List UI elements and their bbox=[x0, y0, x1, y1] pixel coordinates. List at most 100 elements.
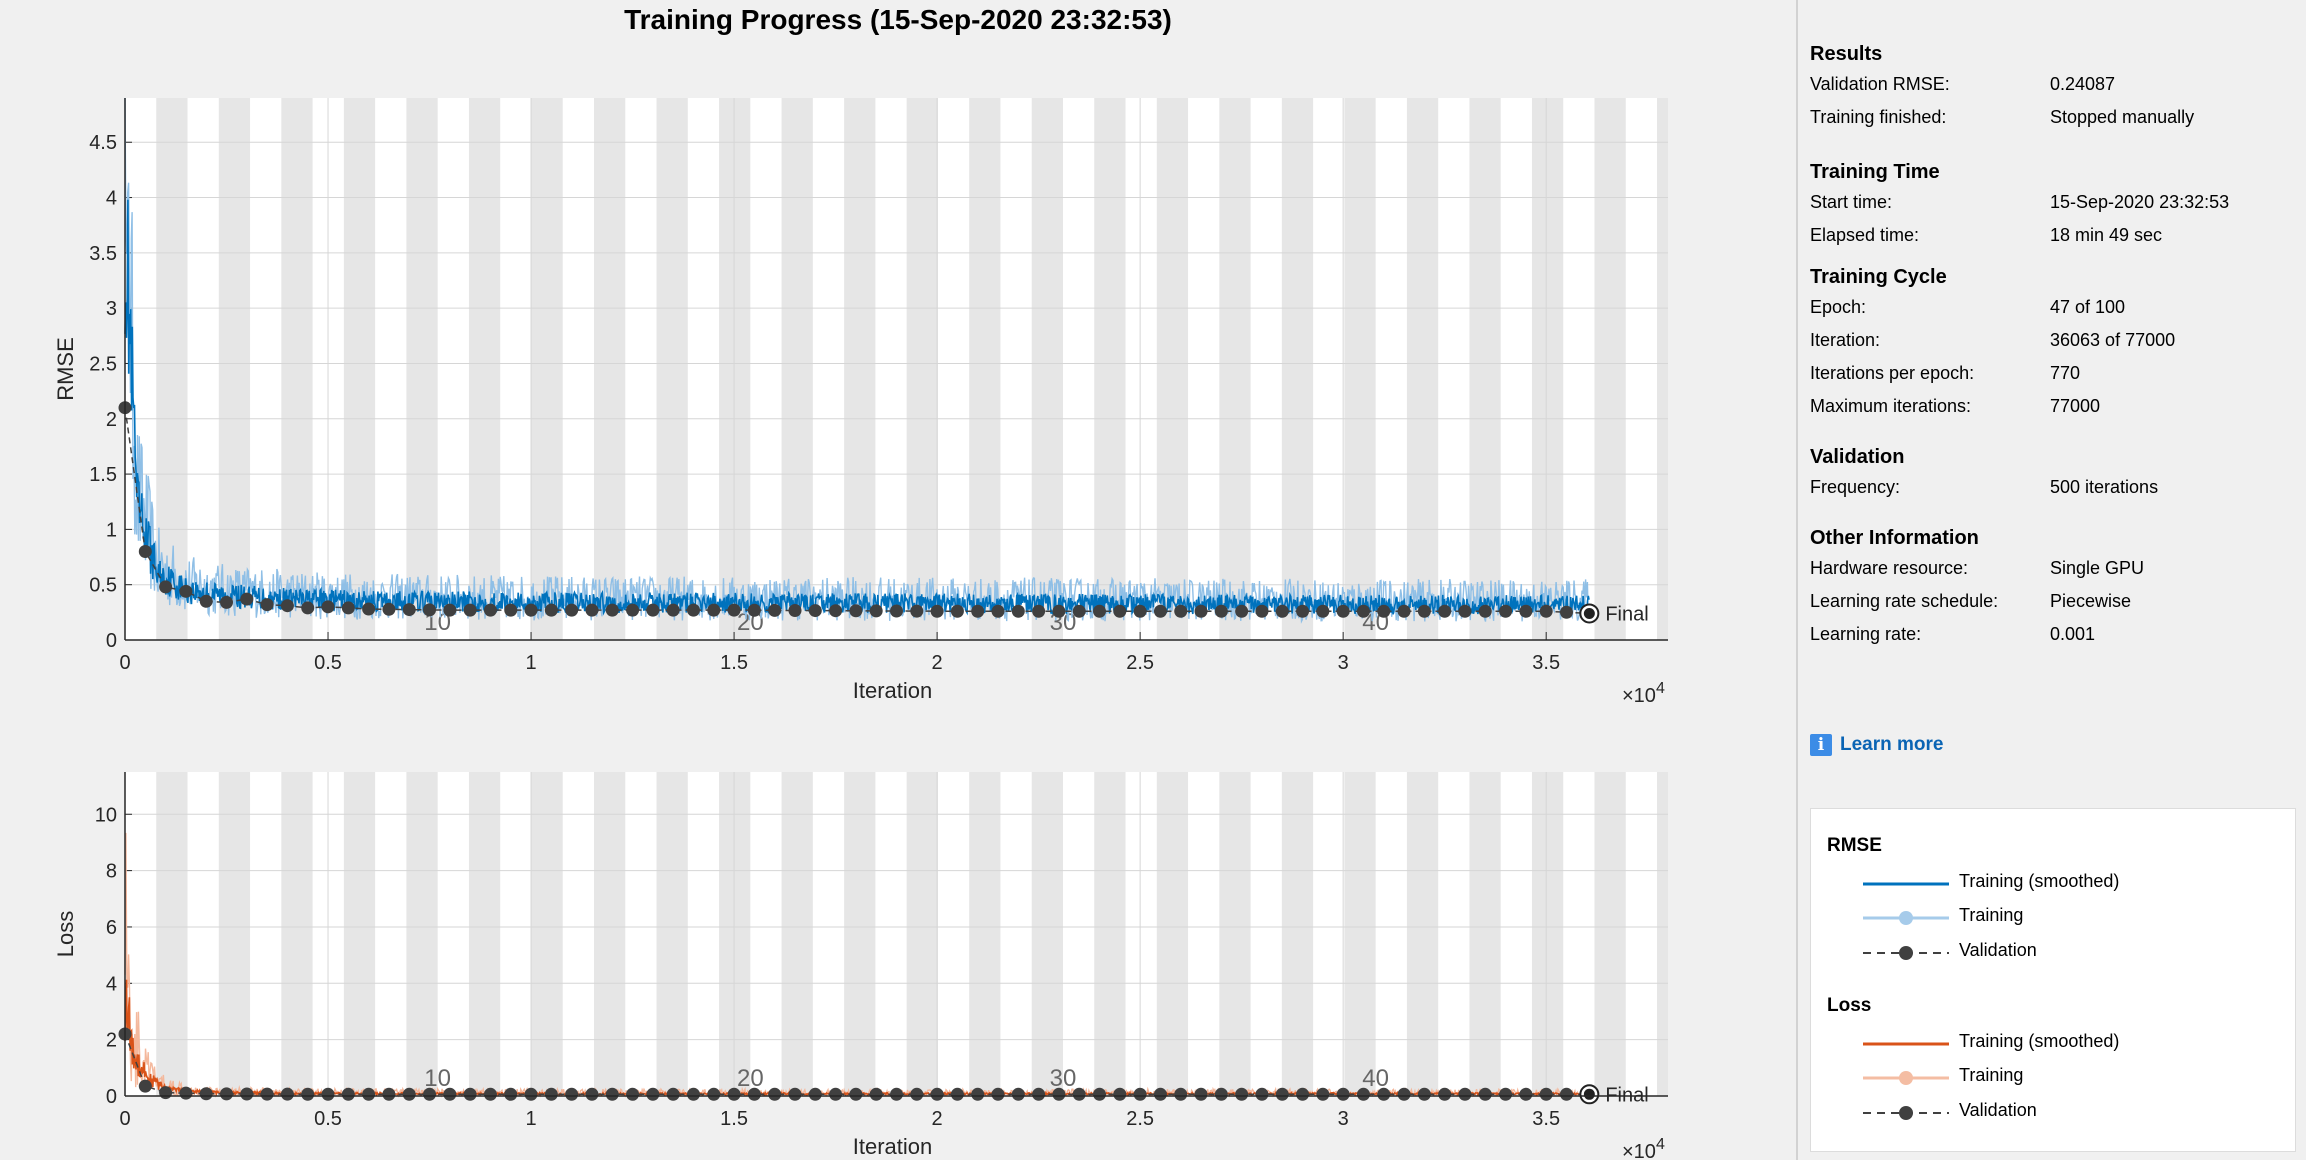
epoch-band bbox=[281, 98, 313, 640]
info-row: Hardware resource: Single GPU bbox=[1810, 552, 2300, 585]
validation-point bbox=[301, 1087, 315, 1101]
epoch-band bbox=[281, 772, 313, 1096]
epoch-band bbox=[844, 772, 876, 1096]
validation-point bbox=[808, 1087, 822, 1101]
info-row: Epoch: 47 of 100 bbox=[1810, 291, 2300, 324]
validation-line bbox=[124, 1033, 1587, 1096]
final-marker-dot bbox=[1583, 1088, 1595, 1100]
validation-point bbox=[1478, 604, 1492, 618]
x-exponent-label: ×104 bbox=[1622, 680, 1665, 707]
epoch-band bbox=[1531, 98, 1564, 640]
info-value: 47 of 100 bbox=[2050, 297, 2126, 317]
y-tick-label: 4.5 bbox=[89, 132, 117, 154]
info-value: 18 min 49 sec bbox=[2050, 225, 2163, 245]
validation-point bbox=[1296, 604, 1310, 618]
epoch-band bbox=[781, 98, 813, 640]
y-tick-label: 8 bbox=[106, 861, 117, 883]
legend-label: Training (smoothed) bbox=[1959, 871, 2120, 891]
legend-label: Training bbox=[1959, 1065, 2024, 1085]
epoch-band bbox=[406, 772, 438, 1096]
epoch-band bbox=[1219, 98, 1251, 640]
x-tick-label: 1 bbox=[525, 652, 536, 674]
validation-point bbox=[220, 1087, 234, 1101]
epoch-band bbox=[468, 98, 501, 640]
validation-point bbox=[1499, 1087, 1513, 1101]
info-value: 0.001 bbox=[2050, 624, 2096, 644]
info-label: Training finished: bbox=[1810, 107, 1947, 127]
section-title: Other Information bbox=[1810, 527, 1979, 549]
validation-point bbox=[829, 1087, 843, 1101]
page-title: Training Progress (15-Sep-2020 23:32:53) bbox=[624, 4, 1172, 35]
validation-point bbox=[768, 603, 782, 617]
epoch-band bbox=[593, 772, 626, 1096]
epoch-band bbox=[1281, 98, 1314, 640]
validation-point bbox=[971, 1087, 985, 1101]
info-value: 0.24087 bbox=[2050, 74, 2116, 94]
epoch-band bbox=[343, 772, 376, 1096]
epoch-band bbox=[531, 98, 563, 640]
epoch-band bbox=[468, 772, 501, 1096]
epoch-band bbox=[719, 98, 751, 640]
validation-point bbox=[1255, 604, 1269, 618]
info-row: Learning rate: 0.001 bbox=[1810, 618, 2300, 651]
validation-point bbox=[950, 1087, 964, 1101]
legend-label: Validation bbox=[1959, 1100, 2037, 1120]
epoch-band bbox=[343, 98, 376, 640]
validation-point bbox=[808, 604, 822, 618]
epoch-band bbox=[1094, 98, 1126, 640]
validation-point bbox=[890, 1087, 903, 1101]
epoch-band bbox=[1344, 772, 1376, 1096]
legend-line-icon bbox=[1863, 882, 1949, 886]
info-label: Frequency: bbox=[1810, 477, 1901, 497]
info-row: Maximum iterations: 77000 bbox=[1810, 390, 2300, 423]
final-label: Final bbox=[1605, 603, 1648, 625]
training-smoothed-line bbox=[124, 199, 1590, 616]
y-tick-label: 3.5 bbox=[89, 243, 117, 265]
y-tick-label: 3 bbox=[106, 298, 117, 320]
info-value: 500 iterations bbox=[2050, 477, 2159, 497]
validation-point bbox=[220, 595, 234, 609]
epoch-band bbox=[1031, 772, 1063, 1096]
info-label: Maximum iterations: bbox=[1810, 396, 1972, 416]
epoch-band bbox=[1657, 98, 1668, 640]
y-tick-label: 1 bbox=[106, 519, 117, 541]
validation-point bbox=[768, 1087, 782, 1101]
epoch-band bbox=[1469, 772, 1501, 1096]
info-label: Validation RMSE: bbox=[1810, 74, 1950, 94]
validation-point bbox=[1438, 604, 1452, 618]
validation-point bbox=[1011, 1087, 1025, 1101]
validation-point bbox=[991, 1087, 1005, 1101]
learn-more-link[interactable]: i Learn more bbox=[1810, 730, 1943, 760]
validation-point bbox=[1478, 1087, 1492, 1101]
epoch-band bbox=[781, 772, 813, 1096]
rmse-chart: 00.511.522.533.544.50 0.5 1 1.5 2 2.5 3 3.510 20… bbox=[53, 97, 1668, 707]
info-label: Learning rate schedule: bbox=[1810, 591, 1999, 611]
info-value: Stopped manually bbox=[2050, 107, 2195, 127]
validation-point bbox=[646, 603, 660, 617]
x-tick-label: 2.5 bbox=[1126, 652, 1154, 674]
x-tick-label: 2.5 bbox=[1126, 1108, 1154, 1130]
validation-point bbox=[1377, 604, 1391, 618]
info-value: Piecewise bbox=[2050, 591, 2132, 611]
info-label: Epoch: bbox=[1810, 297, 1867, 317]
info-section: Results Validation RMSE: 0.24087 Training f… bbox=[1810, 40, 2300, 134]
epoch-band bbox=[1031, 98, 1063, 640]
info-section: Training Time Start time: 15-Sep-2020 23:3… bbox=[1810, 158, 2300, 252]
x-tick-label: 3.5 bbox=[1532, 1108, 1560, 1130]
epoch-band bbox=[656, 98, 688, 640]
epoch-band bbox=[969, 98, 1001, 640]
validation-point bbox=[565, 603, 579, 617]
info-section: Validation Frequency: 500 iterations bbox=[1810, 443, 2300, 504]
validation-point bbox=[1559, 1087, 1573, 1101]
validation-point bbox=[179, 584, 193, 598]
validation-point bbox=[869, 1087, 883, 1101]
x-tick-label: 2 bbox=[932, 652, 943, 674]
y-tick-label: 4 bbox=[106, 973, 117, 995]
info-label: Learning rate: bbox=[1810, 624, 1922, 644]
x-tick-label: 3 bbox=[1338, 1108, 1349, 1130]
info-value: 15-Sep-2020 23:32:53 bbox=[2050, 192, 2230, 212]
epoch-label: 40 bbox=[1362, 1065, 1389, 1092]
epoch-label: 20 bbox=[737, 1065, 764, 1092]
info-row: Frequency: 500 iterations bbox=[1810, 471, 2300, 504]
epoch-band bbox=[593, 98, 626, 640]
